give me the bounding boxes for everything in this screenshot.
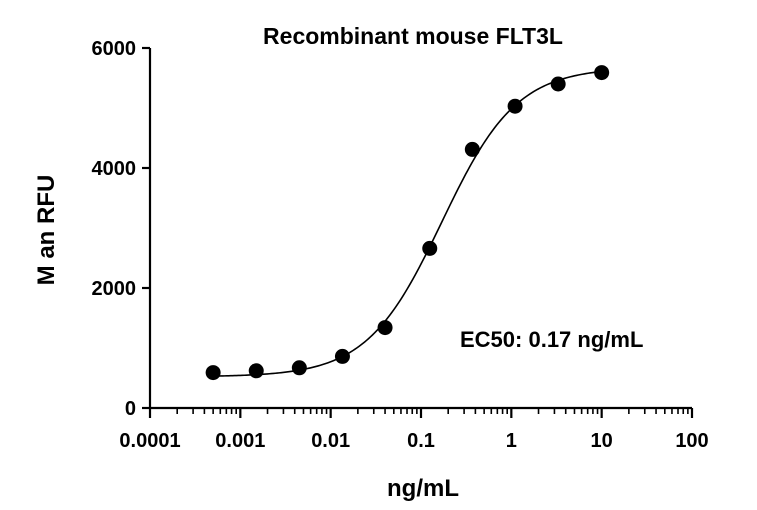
y-tick-label: 2000 bbox=[92, 278, 137, 300]
dose-response-chart: Recombinant mouse FLT3L 0 2000 4000 6000 0.… bbox=[0, 0, 757, 510]
x-tick-label: 100 bbox=[675, 430, 708, 452]
ec50-annotation: EC50: 0.17 ng/mL bbox=[460, 327, 643, 352]
x-tick-label: 0.1 bbox=[407, 430, 435, 452]
x-tick-label: 0.0001 bbox=[119, 430, 180, 452]
chart-title: Recombinant mouse FLT3L bbox=[263, 23, 563, 49]
data-point bbox=[594, 65, 609, 80]
x-axis-ticks: 0.0001 0.001 0.01 0.1 1 10 100 bbox=[119, 408, 708, 452]
x-tick-label: 1 bbox=[506, 430, 517, 452]
x-tick-label: 10 bbox=[591, 430, 613, 452]
y-tick-label: 0 bbox=[125, 398, 136, 420]
data-point bbox=[335, 349, 350, 364]
data-point bbox=[508, 99, 523, 114]
data-point bbox=[422, 241, 437, 256]
x-axis-title: ng/mL bbox=[387, 475, 459, 502]
y-tick-label: 6000 bbox=[92, 38, 137, 60]
data-point bbox=[292, 360, 307, 375]
data-point bbox=[465, 142, 480, 157]
y-tick-label: 4000 bbox=[92, 158, 137, 180]
x-tick-label: 0.001 bbox=[215, 430, 265, 452]
data-point bbox=[551, 77, 566, 92]
x-tick-label: 0.01 bbox=[311, 430, 350, 452]
y-axis-ticks: 0 2000 4000 6000 bbox=[92, 38, 151, 420]
y-axis-title: M an RFU bbox=[33, 175, 60, 286]
data-point bbox=[249, 363, 264, 378]
data-point bbox=[206, 365, 221, 380]
data-point bbox=[378, 320, 393, 335]
